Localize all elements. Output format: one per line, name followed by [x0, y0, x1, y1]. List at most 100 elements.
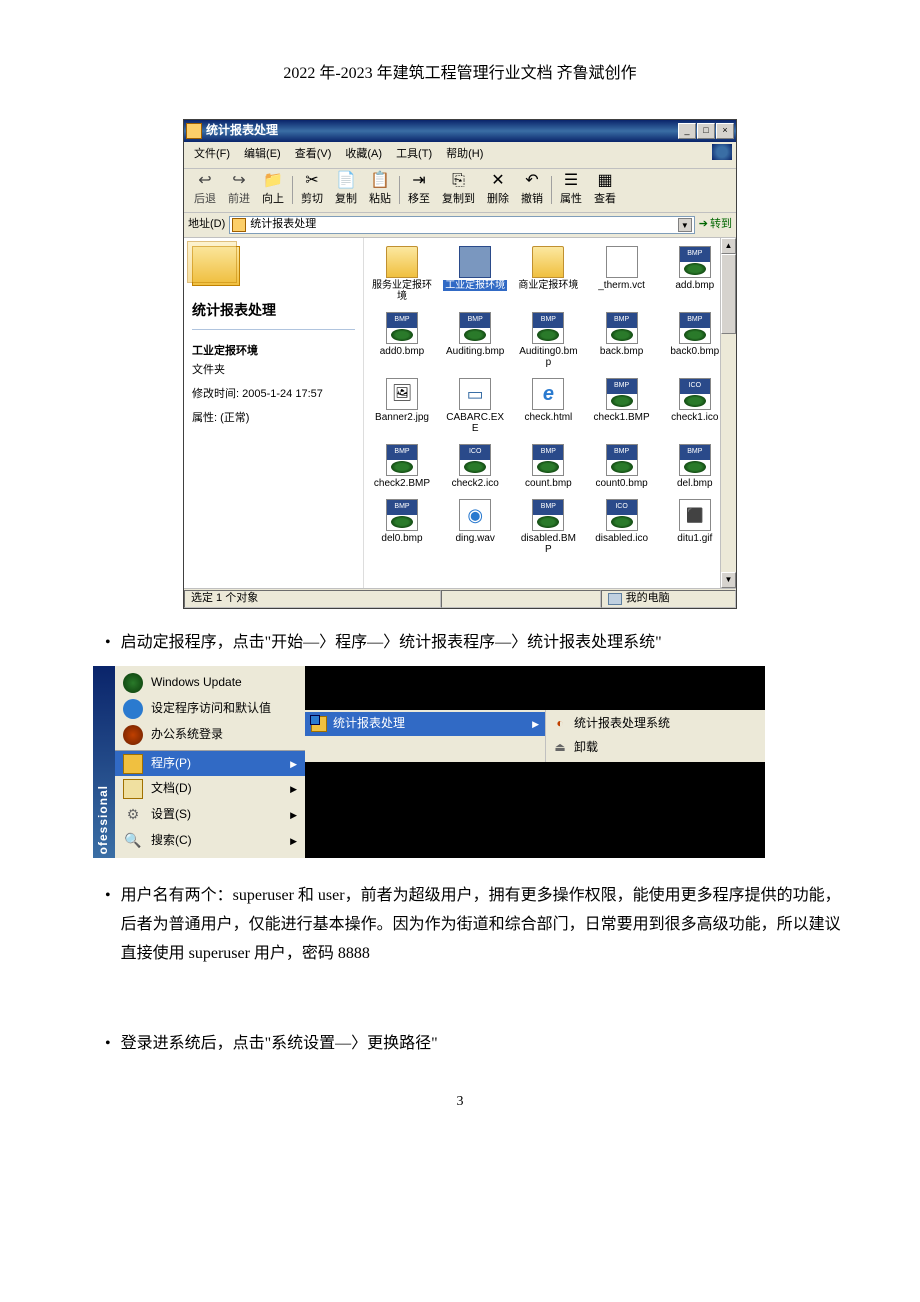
- menu-help[interactable]: 帮助(H): [440, 144, 489, 166]
- file-label: check1.BMP: [592, 412, 652, 423]
- file-item[interactable]: Banner2.jpg: [370, 378, 434, 434]
- file-item[interactable]: add0.bmp: [370, 312, 434, 368]
- bmp-icon: [532, 312, 564, 344]
- submenu-item[interactable]: ⏏卸载: [546, 736, 745, 760]
- close-button[interactable]: ×: [716, 123, 734, 139]
- start-item[interactable]: 🔍 搜索(C) ▶: [115, 828, 305, 854]
- file-item[interactable]: add.bmp: [663, 246, 727, 302]
- menu-view[interactable]: 查看(V): [289, 144, 338, 166]
- file-item[interactable]: check2.ico: [443, 444, 507, 489]
- maximize-button[interactable]: □: [697, 123, 715, 139]
- copy-button[interactable]: 📄复制: [329, 171, 363, 211]
- file-item[interactable]: check1.BMP: [590, 378, 654, 434]
- properties-button[interactable]: ☰属性: [554, 171, 588, 211]
- file-item[interactable]: disabled.BMP: [516, 499, 580, 555]
- file-item[interactable]: CABARC.EXE: [443, 378, 507, 434]
- scroll-up-icon[interactable]: ▲: [721, 238, 736, 254]
- file-item[interactable]: Auditing0.bmp: [516, 312, 580, 368]
- scroll-down-icon[interactable]: ▼: [721, 572, 736, 588]
- bullet-dot-icon: •: [105, 1030, 111, 1059]
- views-button[interactable]: ▦查看: [588, 171, 622, 211]
- file-item[interactable]: check1.ico: [663, 378, 727, 434]
- bmp-icon: [606, 444, 638, 476]
- file-item[interactable]: ditu1.gif: [663, 499, 727, 555]
- file-item[interactable]: 工业定报环境: [443, 246, 507, 302]
- address-field[interactable]: 统计报表处理 ▼: [229, 216, 695, 234]
- address-folder-icon: [232, 218, 246, 232]
- file-item[interactable]: check2.BMP: [370, 444, 434, 489]
- arrow-icon: ▶: [290, 833, 297, 849]
- start-item-label: 程序(P): [151, 753, 191, 775]
- file-item[interactable]: del0.bmp: [370, 499, 434, 555]
- file-item[interactable]: disabled.ico: [590, 499, 654, 555]
- submenu-item[interactable]: 统计报表处理▶: [305, 712, 545, 736]
- file-item[interactable]: _therm.vct: [590, 246, 654, 302]
- submenu-item[interactable]: ◐统计报表处理系统: [546, 712, 745, 736]
- bullet-2: • 用户名有两个：superuser 和 user，前者为超级用户，拥有更多操作…: [105, 882, 845, 968]
- start-item[interactable]: ⚙设置(S)▶: [115, 802, 305, 828]
- menu-tools[interactable]: 工具(T): [390, 144, 438, 166]
- file-label: CABARC.EXE: [443, 412, 507, 434]
- forward-button[interactable]: ↪前进: [222, 171, 256, 211]
- file-item[interactable]: back.bmp: [590, 312, 654, 368]
- file-item[interactable]: Auditing.bmp: [443, 312, 507, 368]
- menu-fav[interactable]: 收藏(A): [339, 144, 388, 166]
- scrollbar[interactable]: ▲ ▼: [720, 238, 736, 588]
- start-item[interactable]: 文档(D)▶: [115, 776, 305, 802]
- bmp-icon: [532, 499, 564, 531]
- search-icon: 🔍: [123, 831, 143, 851]
- file-item[interactable]: count0.bmp: [590, 444, 654, 489]
- minimize-button[interactable]: _: [678, 123, 696, 139]
- bullet-1-text: 启动定报程序，点击"开始—〉程序—〉统计报表程序—〉统计报表处理系统": [121, 629, 662, 658]
- undo-button[interactable]: ↶撤销: [515, 171, 549, 211]
- toolbar-sep: [551, 176, 552, 204]
- file-item[interactable]: del.bmp: [663, 444, 727, 489]
- file-label: add0.bmp: [378, 346, 426, 357]
- file-item[interactable]: count.bmp: [516, 444, 580, 489]
- file-label: _therm.vct: [596, 280, 647, 291]
- paste-button[interactable]: 📋粘贴: [363, 171, 397, 211]
- arrow-icon: ▶: [290, 781, 297, 797]
- bmp-icon: [386, 444, 418, 476]
- side-panel: 统计报表处理 工业定报环境 文件夹 修改时间: 2005-1-24 17:57 …: [184, 238, 364, 588]
- folder-icon: [386, 246, 418, 278]
- submenu-label: 卸载: [574, 737, 598, 759]
- file-item[interactable]: ding.wav: [443, 499, 507, 555]
- start-item-label: 搜索(C): [151, 830, 192, 852]
- doc-header: 2022 年-2023 年建筑工程管理行业文档 齐鲁斌创作: [75, 60, 845, 89]
- scroll-thumb[interactable]: [721, 254, 736, 334]
- address-bar: 地址(D) 统计报表处理 ▼ ➔转到: [184, 213, 736, 238]
- file-label: back0.bmp: [668, 346, 721, 357]
- titlebar[interactable]: 统计报表处理 _ □ ×: [184, 120, 736, 142]
- bullet-dot-icon: •: [105, 882, 111, 968]
- copyto-button[interactable]: ⎘复制到: [436, 171, 481, 211]
- explorer-window: 统计报表处理 _ □ × 文件(F) 编辑(E) 查看(V) 收藏(A) 工具(…: [183, 119, 737, 609]
- bmp-icon: [679, 312, 711, 344]
- address-dropdown-icon[interactable]: ▼: [678, 218, 692, 232]
- setacc-icon: [123, 699, 143, 719]
- start-item[interactable]: 程序(P)▶: [115, 750, 305, 776]
- file-item[interactable]: back0.bmp: [663, 312, 727, 368]
- cut-button[interactable]: ✂剪切: [295, 171, 329, 211]
- file-item[interactable]: check.html: [516, 378, 580, 434]
- delete-button[interactable]: ✕删除: [481, 171, 515, 211]
- ico-icon: [679, 378, 711, 410]
- vct-icon: [606, 246, 638, 278]
- folder-icon: [459, 246, 491, 278]
- start-item[interactable]: 设定程序访问和默认值: [115, 696, 305, 722]
- bullet-3-text: 登录进系统后，点击"系统设置—〉更换路径": [121, 1030, 438, 1059]
- file-item[interactable]: 服务业定报环境: [370, 246, 434, 302]
- submenu: 统计报表处理▶ ◐统计报表处理系统⏏卸载: [305, 710, 765, 762]
- moveto-button[interactable]: ⇥移至: [402, 171, 436, 211]
- menu-edit[interactable]: 编辑(E): [238, 144, 287, 166]
- go-button[interactable]: ➔转到: [699, 215, 732, 235]
- office-icon: [123, 725, 143, 745]
- start-item[interactable]: 办公系统登录: [115, 722, 305, 748]
- start-menu: ofessional Windows Update设定程序访问和默认值办公系统登…: [93, 666, 765, 858]
- docs-icon: [123, 779, 143, 799]
- back-button[interactable]: ↩后退: [188, 171, 222, 211]
- up-button[interactable]: 📁向上: [256, 171, 290, 211]
- file-item[interactable]: 商业定报环境: [516, 246, 580, 302]
- menu-file[interactable]: 文件(F): [188, 144, 236, 166]
- start-item[interactable]: Windows Update: [115, 670, 305, 696]
